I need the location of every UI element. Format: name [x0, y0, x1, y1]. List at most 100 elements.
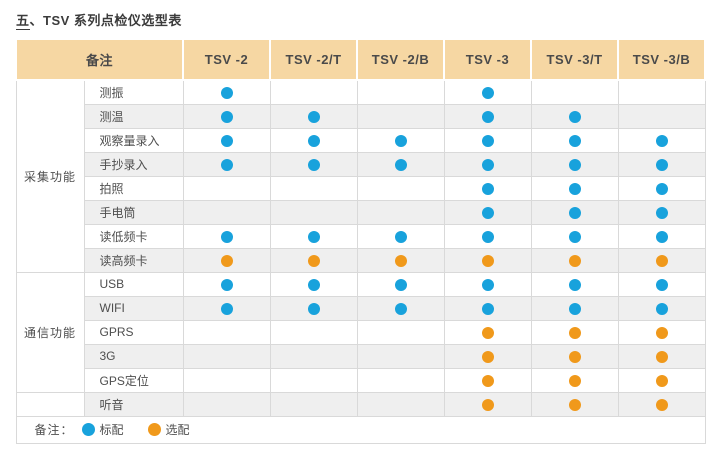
- optional-dot-icon: [655, 350, 668, 363]
- table-footer: 备注： 标配 选配: [15, 415, 706, 444]
- dot-cell: [182, 79, 271, 105]
- title-separator: 、: [29, 13, 44, 28]
- column-header-tsv2: TSV -2: [182, 38, 272, 81]
- dot-cell: [269, 391, 358, 417]
- dot-cell: [530, 343, 619, 369]
- dot-cell: [617, 103, 706, 129]
- standard-dot-icon: [568, 230, 581, 243]
- table-row: GPRS: [16, 319, 706, 345]
- column-header-tsv3b: TSV -3/B: [617, 38, 707, 81]
- dot-cell: [530, 79, 619, 105]
- standard-dot-icon: [394, 158, 407, 171]
- standard-dot-icon: [307, 158, 320, 171]
- dot-cell: [617, 271, 706, 297]
- dot-cell: [617, 391, 706, 417]
- optional-dot-icon: [481, 374, 494, 387]
- dot-cell: [530, 367, 619, 393]
- dot-cell: [269, 103, 358, 129]
- legend-row: 备注： 标配 选配: [15, 415, 706, 444]
- standard-dot-icon: [220, 158, 233, 171]
- table-row: 3G: [16, 343, 706, 369]
- optional-dot-icon: [568, 398, 581, 411]
- standard-dot-icon: [568, 206, 581, 219]
- dot-cell: [356, 223, 445, 249]
- table-row: 观察量录入: [16, 127, 706, 153]
- dot-cell: [443, 79, 532, 105]
- standard-dot-icon: [568, 182, 581, 195]
- dot-cell: [530, 127, 619, 153]
- standard-dot-icon: [307, 302, 320, 315]
- dot-cell: [530, 247, 619, 273]
- standard-dot-icon: [481, 302, 494, 315]
- standard-dot-icon: [568, 302, 581, 315]
- dot-cell: [356, 151, 445, 177]
- optional-dot-icon: [481, 398, 494, 411]
- group-cell: 采集功能: [15, 79, 85, 273]
- standard-dot-icon: [220, 110, 233, 123]
- standard-dot-icon: [220, 278, 233, 291]
- standard-dot-icon: [655, 182, 668, 195]
- dot-cell: [269, 79, 358, 105]
- dot-cell: [530, 223, 619, 249]
- dot-cell: [182, 151, 271, 177]
- page: 五、TSV 系列点检仪选型表 备注 TSV -2 TSV -2/T TSV -2…: [14, 13, 707, 444]
- table-row: WIFI: [16, 295, 706, 321]
- dot-cell: [443, 295, 532, 321]
- legend-item-optional: 选配: [147, 421, 190, 438]
- optional-dot-icon: [655, 326, 668, 339]
- table-row: 手电筒: [16, 199, 706, 225]
- standard-dot-icon: [568, 110, 581, 123]
- dot-cell: [182, 343, 271, 369]
- optional-dot-icon: [147, 423, 161, 436]
- optional-dot-icon: [481, 254, 494, 267]
- standard-dot-icon: [655, 230, 668, 243]
- dot-cell: [269, 271, 358, 297]
- optional-dot-icon: [481, 326, 494, 339]
- dot-cell: [356, 79, 445, 105]
- feature-cell: 3G: [83, 343, 184, 369]
- title-index: 五: [16, 13, 30, 30]
- dot-cell: [530, 271, 619, 297]
- dot-cell: [356, 343, 445, 369]
- dot-cell: [269, 319, 358, 345]
- standard-dot-icon: [394, 278, 407, 291]
- dot-cell: [617, 223, 706, 249]
- dot-cell: [356, 367, 445, 393]
- dot-cell: [443, 343, 532, 369]
- standard-dot-icon: [307, 230, 320, 243]
- standard-dot-icon: [394, 302, 407, 315]
- table-row: 读低频卡: [16, 223, 706, 249]
- dot-cell: [443, 103, 532, 129]
- dot-cell: [443, 271, 532, 297]
- dot-cell: [182, 175, 271, 201]
- dot-cell: [182, 391, 271, 417]
- dot-cell: [356, 127, 445, 153]
- dot-cell: [269, 127, 358, 153]
- header-row: 备注 TSV -2 TSV -2/T TSV -2/B TSV -3 TSV -…: [14, 38, 707, 81]
- selection-table: 备注 TSV -2 TSV -2/T TSV -2/B TSV -3 TSV -…: [14, 38, 707, 444]
- table-row: 拍照: [16, 175, 706, 201]
- dot-cell: [617, 151, 706, 177]
- dot-cell: [443, 151, 532, 177]
- standard-dot-icon: [481, 182, 494, 195]
- dot-cell: [443, 367, 532, 393]
- dot-cell: [182, 319, 271, 345]
- dot-cell: [356, 199, 445, 225]
- dot-cell: [269, 295, 358, 321]
- table-body: 采集功能 测振 测温 观察量录入 手抄录入 拍照 手电筒 读低频卡 读高频卡 通信功能 USB WIF…: [15, 79, 706, 417]
- standard-dot-icon: [220, 302, 233, 315]
- standard-dot-icon: [568, 158, 581, 171]
- dot-cell: [617, 247, 706, 273]
- dot-cell: [356, 103, 445, 129]
- dot-cell: [443, 223, 532, 249]
- feature-cell: 观察量录入: [83, 127, 184, 153]
- dot-cell: [443, 199, 532, 225]
- legend-item-label: 标配: [99, 423, 124, 437]
- dot-cell: [617, 319, 706, 345]
- dot-cell: [530, 199, 619, 225]
- dot-cell: [443, 175, 532, 201]
- dot-cell: [443, 391, 532, 417]
- standard-dot-icon: [481, 230, 494, 243]
- feature-cell: USB: [83, 271, 184, 297]
- dot-cell: [356, 319, 445, 345]
